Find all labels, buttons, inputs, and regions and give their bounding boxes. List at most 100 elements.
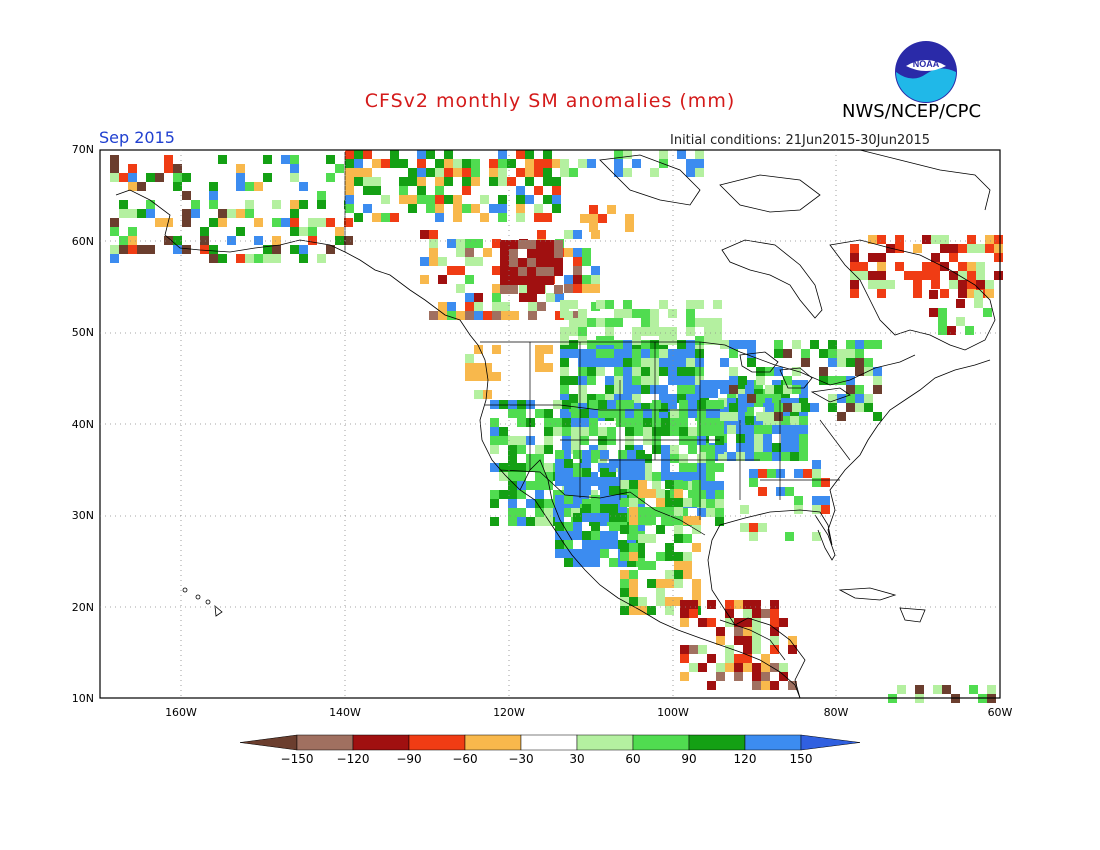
anomaly-cell: [582, 257, 591, 266]
anomaly-cell: [828, 394, 837, 403]
anomaly-cell: [209, 182, 218, 191]
anomaly-cell: [281, 218, 290, 227]
anomaly-cell: [707, 618, 716, 627]
anomaly-cell: [715, 418, 724, 427]
anomaly-cell: [573, 558, 582, 567]
anomaly-cell: [716, 672, 725, 681]
anomaly-cell: [465, 372, 474, 381]
anomaly-cell: [855, 367, 864, 376]
anomaly-cell: [794, 469, 803, 478]
anomaly-cell: [761, 654, 770, 663]
anomaly-cell: [913, 289, 922, 298]
anomaly-cell: [408, 177, 417, 186]
anomaly-cell: [772, 452, 781, 461]
anomaly-cell: [747, 358, 756, 367]
anomaly-cell: [668, 394, 677, 403]
anomaly-cell: [668, 358, 677, 367]
anomaly-cell: [659, 150, 668, 159]
anomaly-cell: [709, 389, 718, 398]
anomaly-cell: [665, 552, 674, 561]
anomaly-cell: [598, 436, 607, 445]
anomaly-cell: [545, 276, 554, 285]
anomaly-cell: [589, 214, 598, 223]
anomaly-cell: [209, 218, 218, 227]
anomaly-cell: [668, 349, 677, 358]
anomaly-cell: [790, 380, 799, 389]
anomaly-cell: [614, 159, 623, 168]
anomaly-cell: [641, 309, 650, 318]
anomaly-cell: [634, 418, 643, 427]
anomaly-cell: [636, 522, 645, 531]
lat-label-20n: 20N: [71, 601, 94, 614]
anomaly-cell: [659, 336, 668, 345]
anomaly-cell: [560, 412, 569, 421]
anomaly-cell: [877, 262, 886, 271]
anomaly-cell: [659, 327, 668, 336]
anomaly-cell: [792, 340, 801, 349]
anomaly-cell: [632, 309, 641, 318]
anomaly-cell: [983, 308, 992, 317]
anomaly-cell: [119, 209, 128, 218]
anomaly-cell: [609, 531, 618, 540]
anomaly-cell: [812, 478, 821, 487]
anomaly-cell: [734, 663, 743, 672]
anomaly-cell: [245, 182, 254, 191]
anomaly-cell: [354, 150, 363, 159]
anomaly-cell: [799, 398, 808, 407]
anomaly-cell: [938, 326, 947, 335]
anomaly-cell: [821, 478, 830, 487]
anomaly-cell: [661, 490, 670, 499]
anomaly-cell: [949, 271, 958, 280]
anomaly-cell: [607, 436, 616, 445]
anomaly-cell: [715, 499, 724, 508]
anomaly-cell: [182, 191, 191, 200]
anomaly-cell: [627, 558, 636, 567]
anomaly-cell: [738, 394, 747, 403]
initial-conditions: Initial conditions: 21Jun2015-30Jun2015: [670, 133, 931, 148]
anomaly-cell: [661, 418, 670, 427]
anomaly-cell: [677, 367, 686, 376]
anomaly-cell: [499, 490, 508, 499]
anomaly-cell: [828, 403, 837, 412]
anomaly-cell: [799, 425, 808, 434]
anomaly-cell: [718, 452, 727, 461]
anomaly-cell: [674, 498, 683, 507]
anomaly-cell: [715, 445, 724, 454]
anomaly-cell: [679, 481, 688, 490]
anomaly-cell: [573, 468, 582, 477]
anomaly-cell: [554, 285, 563, 294]
anomaly-cell: [417, 177, 426, 186]
anomaly-cell: [625, 436, 634, 445]
anomaly-cell: [736, 443, 745, 452]
anomaly-cell: [517, 445, 526, 454]
anomaly-cell: [697, 481, 706, 490]
anomaly-cell: [435, 213, 444, 222]
anomaly-cell: [706, 472, 715, 481]
anomaly-cell: [620, 588, 629, 597]
anomaly-cell: [727, 452, 736, 461]
anomaly-cell: [562, 445, 571, 454]
anomaly-cell: [674, 480, 683, 489]
anomaly-cell: [670, 409, 679, 418]
anomaly-cell: [509, 276, 518, 285]
anomaly-cell: [326, 245, 335, 254]
anomaly-cell: [408, 204, 417, 213]
anomaly-cell: [573, 230, 582, 239]
anomaly-cell: [600, 477, 609, 486]
anomaly-cell: [582, 504, 591, 513]
anomaly-cell: [772, 380, 781, 389]
anomaly-cell: [453, 168, 462, 177]
anomaly-cell: [544, 517, 553, 526]
anomaly-cell: [692, 579, 701, 588]
anomaly-cell: [689, 600, 698, 609]
anomaly-cell: [940, 262, 949, 271]
anomaly-cell: [641, 403, 650, 412]
anomaly-cell: [715, 490, 724, 499]
anomaly-cell: [500, 258, 509, 267]
anomaly-cell: [456, 248, 465, 257]
anomaly-cell: [600, 450, 609, 459]
colorbar-tick-label: 90: [681, 752, 697, 766]
anomaly-cell: [692, 498, 701, 507]
anomaly-cell: [128, 227, 137, 236]
anomaly-cell: [846, 340, 855, 349]
